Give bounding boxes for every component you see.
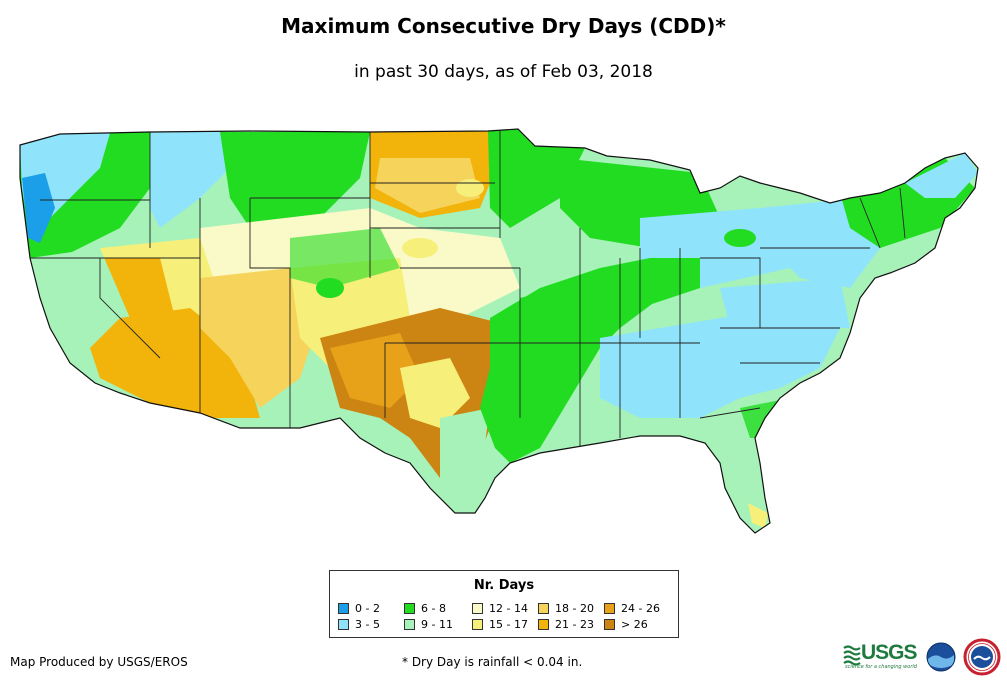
map-subtitle: in past 30 days, as of Feb 03, 2018 [354,62,653,82]
legend-title: Nr. Days [473,578,535,593]
legend-label: 21 - 23 [555,618,594,631]
legend-swatch [538,603,549,614]
legend-swatch [338,603,349,614]
legend-swatch [404,603,415,614]
legend-label: 12 - 14 [489,602,528,615]
nws-logo-icon [963,638,1001,676]
legend-label: 24 - 26 [621,602,660,615]
map-credit: Map Produced by USGS/EROS [10,655,188,669]
usgs-wordmark: USGS [861,641,918,664]
dry-day-footnote: * Dry Day is rainfall < 0.04 in. [402,655,583,669]
legend-item-15-17: 15 - 17 [472,619,528,630]
legend-item-3-5: 3 - 5 [338,619,380,630]
legend-label: 3 - 5 [355,618,380,631]
legend-swatch [472,619,483,630]
legend-swatch [338,619,349,630]
legend-item-18-20: 18 - 20 [538,603,594,614]
legend-item-6-8: 6 - 8 [404,603,446,614]
legend-item-gt-26: > 26 [604,619,648,630]
legend-swatch [538,619,549,630]
legend-item-24-26: 24 - 26 [604,603,660,614]
legend-label: 18 - 20 [555,602,594,615]
legend-item-12-14: 12 - 14 [472,603,528,614]
usgs-wave-icon [843,645,861,666]
noaa-logo-icon [926,642,956,672]
legend-item-21-23: 21 - 23 [538,619,594,630]
cdd-map [19,128,979,534]
legend-item-9-11: 9 - 11 [404,619,453,630]
usgs-tagline: science for a changing world [845,664,917,670]
legend-label: 15 - 17 [489,618,528,631]
legend-swatch [604,603,615,614]
legend-label: 6 - 8 [421,602,446,615]
map-title: Maximum Consecutive Dry Days (CDD)* [281,14,726,38]
legend-swatch [404,619,415,630]
legend-swatch [472,603,483,614]
legend-swatch [604,619,615,630]
map-legend: Nr. Days 0 - 2 3 - 5 6 - 8 9 - 11 12 - 1… [329,570,679,638]
legend-item-0-2: 0 - 2 [338,603,380,614]
usgs-logo: USGS science for a changing world [843,641,921,671]
legend-label: 0 - 2 [355,602,380,615]
legend-label: 9 - 11 [421,618,453,631]
legend-label: > 26 [621,618,648,631]
